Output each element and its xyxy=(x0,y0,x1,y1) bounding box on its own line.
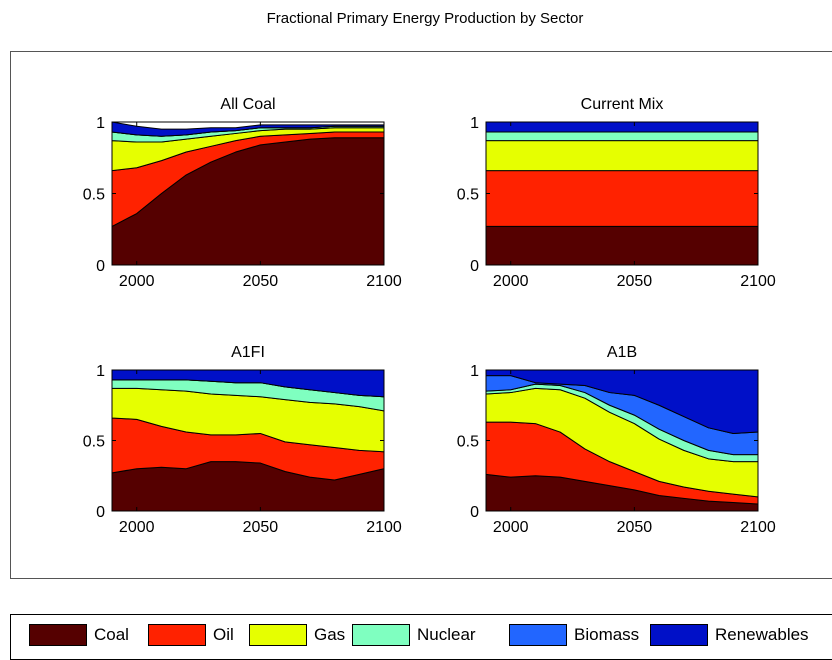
subplot-title: A1FI xyxy=(231,344,265,361)
legend: Coal Oil Gas Nuclear Biomass Renewables xyxy=(10,614,832,660)
legend-swatch xyxy=(148,624,206,646)
x-tick-label: 2100 xyxy=(366,519,402,536)
y-tick-label: 0 xyxy=(470,258,479,275)
legend-item-coal: Coal xyxy=(29,623,129,647)
chart-frame xyxy=(10,51,832,579)
x-tick-label: 2000 xyxy=(493,273,529,290)
area-coal xyxy=(485,225,759,266)
subplot-title: Current Mix xyxy=(581,96,664,113)
y-tick-label: 0.5 xyxy=(457,434,479,451)
y-tick-label: 0 xyxy=(96,258,105,275)
x-tick-label: 2050 xyxy=(243,273,279,290)
legend-swatch xyxy=(352,624,410,646)
x-tick-label: 2000 xyxy=(119,273,155,290)
y-tick-label: 1 xyxy=(470,363,479,380)
subplot-1: All Coal 2000 2050 2100 0 0.5 1 xyxy=(83,96,402,290)
area-gas xyxy=(485,140,759,172)
area-renewables xyxy=(485,121,759,133)
subplot-3: A1FI 2000 2050 2100 0 0.5 1 xyxy=(83,344,402,536)
x-tick-label: 2100 xyxy=(740,273,776,290)
x-tick-label: 2000 xyxy=(493,519,529,536)
legend-label: Renewables xyxy=(715,625,809,644)
x-tick-label: 2100 xyxy=(740,519,776,536)
x-tick-label: 2000 xyxy=(119,519,155,536)
y-tick-label: 0 xyxy=(470,504,479,521)
x-tick-label: 2050 xyxy=(617,273,653,290)
y-tick-label: 1 xyxy=(96,363,105,380)
y-tick-label: 0.5 xyxy=(457,187,479,204)
y-tick-label: 1 xyxy=(470,115,479,132)
subplot-4: A1B 2000 2050 2100 0 0.5 1 xyxy=(457,344,776,536)
legend-item-nuclear: Nuclear xyxy=(352,623,476,647)
area-nuclear xyxy=(485,131,759,142)
legend-swatch xyxy=(29,624,87,646)
legend-item-oil: Oil xyxy=(148,623,234,647)
legend-swatch xyxy=(509,624,567,646)
x-tick-label: 2050 xyxy=(243,519,279,536)
legend-label: Oil xyxy=(213,625,234,644)
legend-label: Gas xyxy=(314,625,346,644)
subplot-2: Current Mix 2000 2050 2100 0 0.5 1 xyxy=(457,96,776,290)
legend-label: Nuclear xyxy=(417,625,476,644)
y-tick-label: 1 xyxy=(96,115,105,132)
legend-item-gas: Gas xyxy=(249,623,345,647)
subplot-title: All Coal xyxy=(220,96,275,113)
subplot-title: A1B xyxy=(607,344,637,361)
x-tick-label: 2100 xyxy=(366,273,402,290)
legend-item-biomass: Biomass xyxy=(509,623,639,647)
legend-swatch xyxy=(249,624,307,646)
figure-title: Fractional Primary Energy Production by … xyxy=(266,10,584,27)
legend-swatch xyxy=(650,624,708,646)
y-tick-label: 0.5 xyxy=(83,187,105,204)
x-tick-label: 2050 xyxy=(617,519,653,536)
y-tick-label: 0.5 xyxy=(83,434,105,451)
legend-label: Biomass xyxy=(574,625,640,644)
legend-item-renewables: Renewables xyxy=(650,623,809,647)
area-oil xyxy=(485,170,759,227)
legend-label: Coal xyxy=(94,625,129,644)
y-tick-label: 0 xyxy=(96,504,105,521)
